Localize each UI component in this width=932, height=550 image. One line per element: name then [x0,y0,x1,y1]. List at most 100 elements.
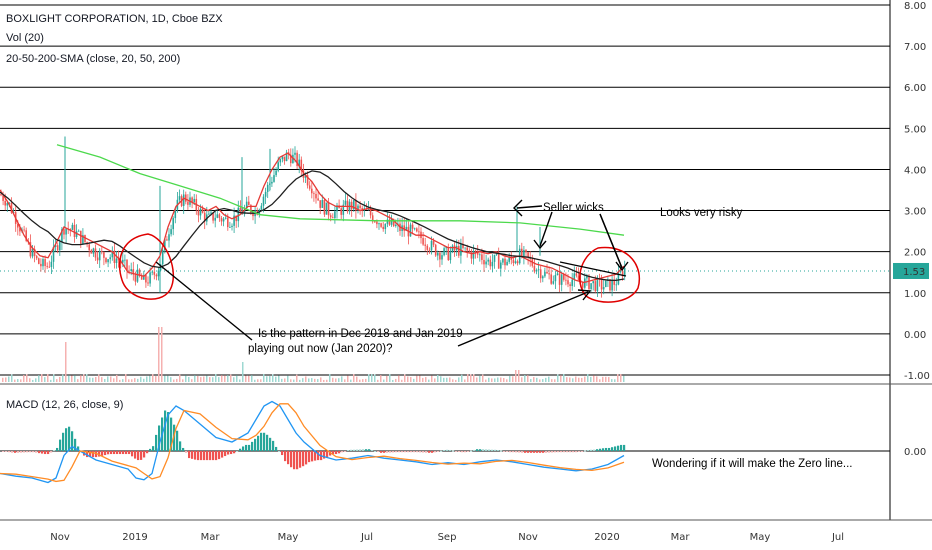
candle-body [216,214,219,218]
macd-histogram-bar [407,451,410,453]
candle-body [283,156,286,162]
macd-histogram-bar [290,451,293,468]
macd-histogram-bar [506,451,509,452]
macd-histogram-bar [449,449,452,451]
candle-body [506,261,508,266]
price-tick-label: 2.00 [904,248,926,259]
sma-indicator-label: 20-50-200-SMA (close, 20, 50, 200) [6,53,180,65]
candle-body [138,269,141,276]
macd-histogram-bar [539,451,542,453]
volume-bar [236,375,238,382]
volume-bars [2,327,625,382]
macd-histogram-bar [581,451,584,452]
macd-histogram-bar [335,451,338,455]
candle-body [71,224,74,230]
macd-histogram-bar [566,451,569,453]
macd-histogram-bar [497,449,500,451]
macd-histogram-bar [89,451,92,458]
volume-bar [122,379,124,382]
candle-body [65,228,67,235]
volume-bar [5,377,7,382]
candles [0,136,626,298]
macd-histogram-bar [323,451,326,459]
candle-body [229,226,231,228]
candle-body [424,244,426,246]
macd-histogram-bar [431,451,434,453]
annotation-looks-risky: Looks very risky [660,207,743,219]
arrowhead-new-pattern [577,289,592,301]
volume-bar [551,379,553,382]
candle-body [336,205,338,212]
pointer-line-new-pattern [457,291,589,347]
macd-histogram-bar [578,451,581,452]
candle-body [170,229,172,235]
macd-histogram-bar [584,450,587,452]
candle-body [588,275,590,290]
candle-body [90,250,93,254]
candle-body [546,271,548,274]
volume-bar [191,379,193,382]
candle-body [231,225,233,227]
candle-body [193,198,195,203]
candle-body [52,246,55,262]
candle-body [19,227,21,232]
macd-histogram-bar [116,451,119,455]
candle-body [84,235,86,243]
macd-histogram-bar [395,451,398,453]
volume-bar [167,375,169,382]
volume-bar [479,376,481,382]
volume-bar [17,379,19,382]
macd-histogram-bar [527,451,530,453]
volume-bar [158,327,160,382]
candle-body [602,287,605,290]
macd-histogram-bar [23,451,26,453]
candle-body [537,269,540,271]
macd-histogram-bar [422,451,425,453]
candle-body [355,200,357,211]
volume-bar [620,374,622,382]
macd-histogram-bar [542,451,545,453]
candle-body [430,241,433,251]
macd-histogram-bar [302,451,305,467]
macd-histogram-bar [206,451,209,461]
macd-histogram-bar [596,449,599,451]
candle-body [168,234,170,241]
macd-histogram-bar [125,451,128,455]
candle-body [428,249,431,251]
candle-body [210,212,212,214]
volume-bar [71,375,73,382]
volume-bar [515,370,517,382]
annotation-pattern-line-2: playing out now (Jan 2020)? [248,343,393,355]
candle-body [521,248,523,257]
volume-bar [302,378,304,382]
candle-body [378,223,380,225]
candle-body [489,259,492,267]
candle-body [497,254,500,269]
volume-bar [422,377,424,382]
candle-body [237,207,240,222]
volume-bar [284,378,286,382]
candle-body [485,261,487,265]
volume-bar [299,379,301,382]
macd-histogram-bar [437,451,440,452]
candle-body [262,196,265,206]
volume-bar [563,374,565,382]
volume-bar [404,374,406,382]
volume-bar [608,377,610,382]
volume-bar [29,378,31,382]
candle-body [596,278,599,292]
candle-body [621,271,624,277]
volume-bar [209,377,211,382]
candle-body [31,248,34,257]
candle-body [329,215,332,218]
macd-histogram-bar [11,451,14,453]
macd-histogram-bar [344,451,347,452]
volume-bar [401,379,403,382]
macd-histogram-bar [341,451,344,453]
candle-body [413,228,416,230]
candle-body [535,270,538,272]
macd-histogram-bar [137,451,140,461]
candle-body [447,247,450,261]
macd-histogram-bar [494,449,497,451]
